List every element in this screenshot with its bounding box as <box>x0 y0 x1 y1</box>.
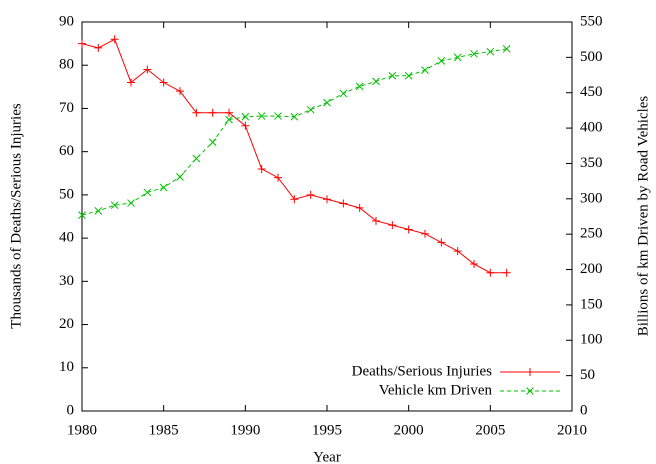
point-marker <box>78 211 86 219</box>
y2-tick-label: 300 <box>580 190 603 206</box>
y-tick-label: 90 <box>59 13 74 29</box>
x-tick-label: 2005 <box>475 422 505 438</box>
point-marker <box>437 238 446 247</box>
y2-tick-label: 100 <box>580 332 603 348</box>
legend-marker <box>526 387 534 395</box>
point-marker <box>486 268 495 277</box>
y2-axis-label: Billions of km Driven by Road Vehicles <box>635 96 651 337</box>
y2-tick-label: 500 <box>580 49 603 65</box>
point-marker <box>159 183 168 192</box>
y-tick-label: 60 <box>59 143 74 159</box>
point-marker <box>306 190 315 199</box>
point-marker <box>143 65 152 74</box>
y-axis-label: Thousands of Deaths/Serious Injuries <box>8 103 24 329</box>
y2-tick-label: 250 <box>580 226 603 242</box>
legend-label: Deaths/Serious Injuries <box>352 363 493 379</box>
point-marker <box>339 89 348 98</box>
x-axis-label: Year <box>313 449 341 464</box>
point-marker <box>127 78 135 87</box>
y-tick-label: 20 <box>59 316 74 332</box>
y2-tick-label: 150 <box>580 296 603 312</box>
y-tick-label: 10 <box>59 359 74 375</box>
point-marker <box>159 78 168 87</box>
point-marker <box>355 82 364 91</box>
y-tick-label: 30 <box>59 273 74 289</box>
point-marker <box>372 77 380 86</box>
point-marker <box>306 105 315 114</box>
point-marker <box>208 138 217 147</box>
point-marker <box>290 195 299 204</box>
y-tick-label: 40 <box>59 230 74 246</box>
point-marker <box>225 108 233 117</box>
point-marker <box>143 188 152 197</box>
point-marker <box>110 201 119 210</box>
point-marker <box>94 206 103 215</box>
point-marker <box>323 195 331 204</box>
x-tick-label: 1990 <box>230 422 260 438</box>
x-tick-label: 1985 <box>149 422 179 438</box>
y-tick-label: 80 <box>59 57 74 73</box>
point-marker <box>470 49 478 58</box>
point-marker <box>404 225 413 234</box>
point-marker <box>241 121 250 130</box>
legend-label: Vehicle km Driven <box>379 382 493 398</box>
point-marker <box>388 221 397 230</box>
point-marker <box>78 39 86 48</box>
y2-tick-label: 350 <box>580 155 603 171</box>
point-marker <box>453 247 462 256</box>
y2-tick-label: 50 <box>580 367 595 383</box>
point-marker <box>176 173 184 181</box>
point-marker <box>372 216 380 225</box>
point-marker <box>339 199 348 208</box>
point-marker <box>355 203 364 212</box>
point-marker <box>241 112 250 121</box>
point-marker <box>404 71 413 80</box>
y2-tick-label: 200 <box>580 261 603 277</box>
y2-tick-label: 550 <box>580 13 603 29</box>
y2-tick-label: 400 <box>580 120 603 136</box>
point-marker <box>421 229 429 238</box>
point-marker <box>388 71 397 80</box>
point-marker <box>257 112 266 120</box>
y2-tick-label: 0 <box>580 402 588 418</box>
y-tick-label: 0 <box>67 402 75 418</box>
point-marker <box>127 199 135 207</box>
point-marker <box>323 98 331 107</box>
point-marker <box>110 35 119 44</box>
point-marker <box>453 53 462 62</box>
y2-tick-label: 450 <box>580 84 603 100</box>
x-tick-label: 2010 <box>557 422 587 438</box>
series-line <box>81 38 507 274</box>
point-marker <box>192 108 201 117</box>
plot-frame <box>81 21 573 412</box>
point-marker <box>437 57 446 65</box>
point-marker <box>470 260 478 269</box>
x-tick-label: 2000 <box>394 422 424 438</box>
point-marker <box>192 154 201 163</box>
point-marker <box>176 87 184 96</box>
point-marker <box>274 112 282 120</box>
point-marker <box>257 164 266 173</box>
point-marker <box>225 115 233 124</box>
point-marker <box>94 43 103 52</box>
point-marker <box>502 268 511 277</box>
x-tick-label: 1980 <box>67 422 97 438</box>
x-tick-label: 1995 <box>312 422 342 438</box>
y-tick-label: 50 <box>59 186 74 202</box>
point-marker <box>421 66 429 74</box>
legend-marker <box>526 368 534 376</box>
y-tick-label: 70 <box>59 100 74 116</box>
point-marker <box>290 112 299 121</box>
point-marker <box>486 47 495 56</box>
point-marker <box>208 108 217 117</box>
point-marker <box>502 45 511 53</box>
point-marker <box>274 173 282 182</box>
